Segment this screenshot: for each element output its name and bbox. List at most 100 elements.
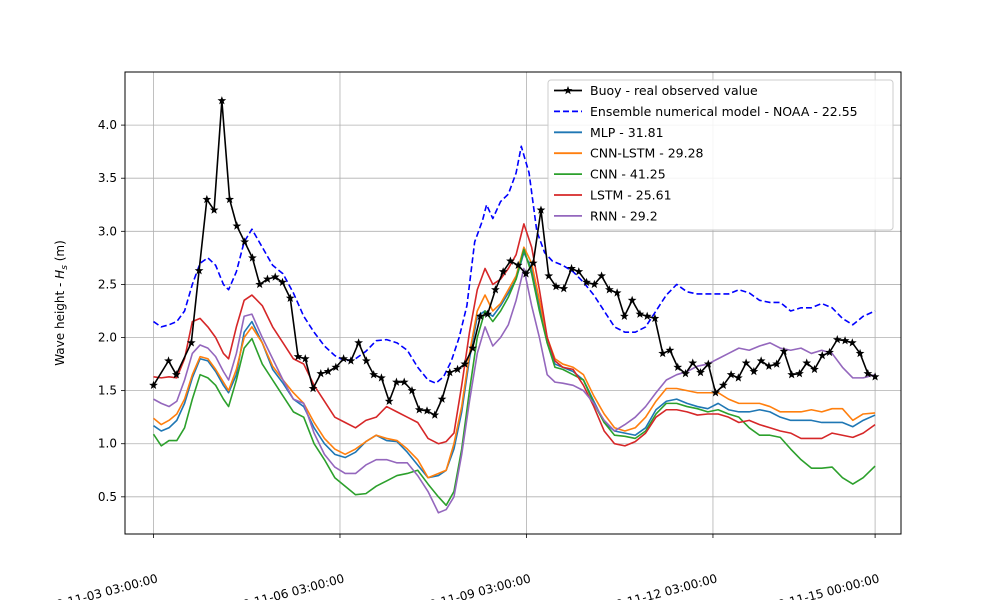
buoy-data-point xyxy=(756,356,766,365)
legend-label: LSTM - 25.61 xyxy=(590,188,672,203)
buoy-data-point xyxy=(422,406,432,415)
buoy-data-point xyxy=(460,359,470,368)
buoy-data-point xyxy=(225,194,235,204)
buoy-data-point xyxy=(407,386,417,395)
buoy-data-point xyxy=(339,354,348,363)
buoy-data-point xyxy=(681,369,690,378)
buoy-data-point xyxy=(832,335,842,344)
legend-item: CNN - 41.25 xyxy=(554,167,666,182)
series-ensemble-numerical-model xyxy=(153,145,876,384)
buoy-data-point xyxy=(733,373,743,382)
buoy-data-point xyxy=(528,258,538,267)
buoy-data-point xyxy=(506,256,515,265)
series-lines xyxy=(149,96,880,514)
buoy-data-point xyxy=(574,267,584,276)
buoy-data-point xyxy=(863,369,873,378)
buoy-data-point xyxy=(604,285,614,294)
buoy-data-point xyxy=(263,274,272,283)
buoy-data-point xyxy=(285,293,295,302)
series-buoy xyxy=(149,96,880,419)
series-rnn-line xyxy=(153,267,876,514)
buoy-data-point xyxy=(840,336,850,345)
buoy-data-point xyxy=(855,348,865,358)
legend-label: RNN - 29.2 xyxy=(590,208,658,223)
buoy-data-point xyxy=(650,313,660,323)
buoy-data-point xyxy=(567,263,576,273)
buoy-data-point xyxy=(483,309,492,318)
buoy-data-point xyxy=(171,370,181,379)
buoy-data-point xyxy=(453,364,462,374)
series-cnn-line xyxy=(152,248,876,507)
buoy-data-point xyxy=(475,311,485,320)
series-lstm xyxy=(153,223,876,447)
buoy-data-point xyxy=(536,205,546,214)
buoy-data-point xyxy=(718,380,728,390)
x-tick-label: 2018-11-03 03:00:00 xyxy=(33,571,160,600)
buoy-data-point xyxy=(620,311,629,320)
buoy-data-point xyxy=(703,359,713,368)
buoy-data-point xyxy=(209,205,219,214)
buoy-data-point xyxy=(627,295,637,305)
legend-label: CNN-LSTM - 29.28 xyxy=(590,146,704,161)
buoy-data-point xyxy=(323,366,333,376)
y-tick-label: 3.0 xyxy=(98,224,117,238)
legend-item: LSTM - 25.61 xyxy=(554,188,672,203)
buoy-data-point xyxy=(802,358,812,367)
legend-label: MLP - 31.81 xyxy=(590,125,664,140)
buoy-data-point xyxy=(369,370,379,379)
buoy-data-point xyxy=(217,96,227,105)
buoy-data-point xyxy=(642,311,652,320)
y-tick-label: 1.0 xyxy=(98,437,117,451)
buoy-data-point xyxy=(248,253,257,262)
buoy-data-point xyxy=(255,279,265,289)
series-cnn-lstm xyxy=(152,246,876,479)
y-axis-label-symbol: H xyxy=(53,270,67,279)
buoy-data-point xyxy=(665,345,675,354)
buoy-data-point xyxy=(399,377,409,386)
y-tick-label: 3.5 xyxy=(98,171,117,185)
y-tick-label: 2.0 xyxy=(98,331,117,345)
series-lstm-line xyxy=(153,223,876,447)
buoy-data-point xyxy=(414,405,424,414)
legend-label: CNN - 41.25 xyxy=(590,167,666,182)
buoy-data-point xyxy=(870,372,880,381)
buoy-data-point xyxy=(232,221,242,230)
buoy-data-point xyxy=(300,354,310,363)
y-tick-label: 4.0 xyxy=(98,118,117,132)
buoy-data-point xyxy=(331,362,341,371)
buoy-data-point xyxy=(491,285,500,294)
buoy-data-point xyxy=(202,194,212,204)
series-rnn xyxy=(153,267,876,514)
buoy-data-point xyxy=(810,364,819,374)
legend-item: Ensemble numerical model - NOAA - 22.55 xyxy=(554,104,858,119)
buoy-data-point xyxy=(186,338,196,347)
buoy-data-point xyxy=(346,356,356,365)
buoy-data-point xyxy=(445,367,455,377)
buoy-data-point xyxy=(688,358,698,367)
legend: Buoy - real observed value Ensemble numer… xyxy=(547,79,894,231)
plot-frame xyxy=(124,71,902,535)
legend-item: CNN-LSTM - 29.28 xyxy=(554,146,704,161)
x-tick-label: 2018-11-12 03:00:00 xyxy=(592,571,719,600)
buoy-data-point xyxy=(316,369,326,378)
series-cnn xyxy=(152,248,876,507)
legend-label: Ensemble numerical model - NOAA - 22.55 xyxy=(590,104,858,119)
buoy-data-point xyxy=(293,352,303,361)
buoy-data-point xyxy=(392,377,401,386)
series-mlp-line xyxy=(153,251,876,479)
buoy-data-point xyxy=(589,279,599,289)
buoy-data-point xyxy=(362,356,371,365)
buoy-data-point xyxy=(772,359,782,368)
y-axis-label-prefix: Wave height - xyxy=(53,279,67,366)
buoy-data-point xyxy=(749,366,759,376)
buoy-data-point xyxy=(240,237,250,246)
buoy-data-point xyxy=(612,288,622,297)
buoy-data-point xyxy=(544,271,554,280)
buoy-data-point xyxy=(278,277,287,287)
buoy-data-point xyxy=(764,361,774,370)
buoy-data-point xyxy=(741,358,751,367)
y-axis-label-subscript: s xyxy=(60,265,70,270)
buoy-data-point xyxy=(847,338,857,347)
buoy-data-point xyxy=(384,396,394,405)
